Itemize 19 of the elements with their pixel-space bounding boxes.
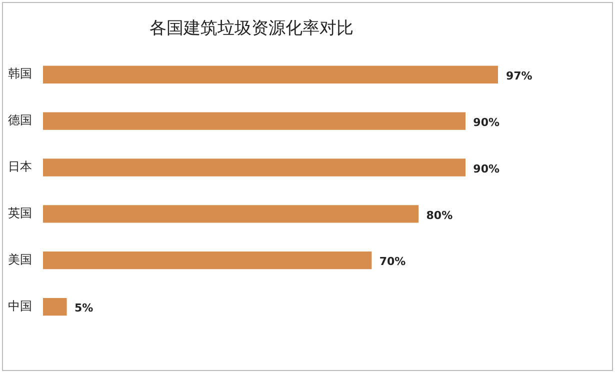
bar [43,66,498,84]
bar [43,158,466,176]
data-label: 90% [473,162,500,176]
data-label: 80% [426,208,453,222]
y-tick-label: 英国 [8,206,32,220]
y-tick-label: 中国 [8,298,32,313]
bar [43,112,466,130]
y-tick-label: 日本 [8,160,32,174]
data-label: 90% [473,116,500,129]
data-label: 97% [506,69,532,82]
y-tick-label: 德国 [8,113,32,128]
bar [43,298,67,316]
chart-title: 各国建筑垃圾资源化率对比 [150,18,354,39]
y-tick-label: 韩国 [8,66,32,81]
data-label: 70% [379,255,406,268]
bar [43,252,372,270]
data-label: 5% [74,302,94,315]
bar [43,205,419,223]
y-tick-label: 美国 [8,252,32,266]
